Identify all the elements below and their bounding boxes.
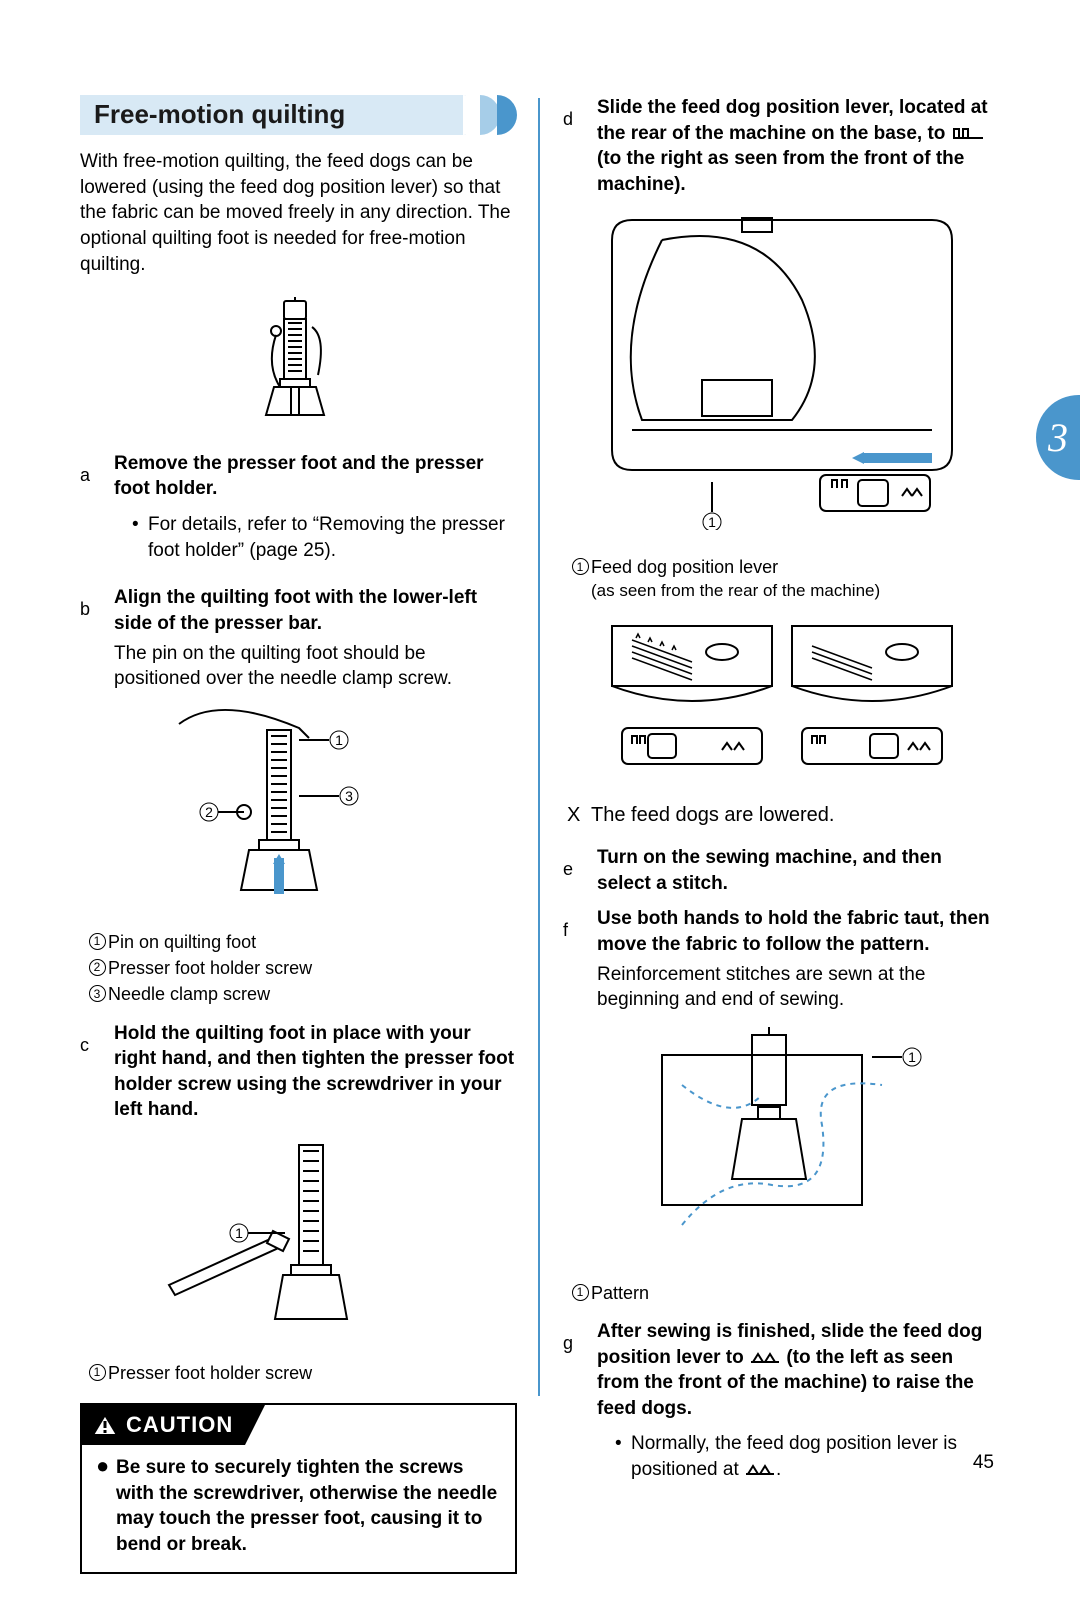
- step-detail: The pin on the quilting foot should be p…: [114, 641, 517, 692]
- svg-text:1: 1: [908, 1049, 916, 1065]
- step-bullet: • For details, refer to “Removing the pr…: [132, 512, 517, 563]
- page-number: 45: [973, 1450, 994, 1476]
- step-f: f Use both hands to hold the fabric taut…: [563, 906, 1000, 1013]
- step-d: d Slide the feed dog position lever, loc…: [563, 95, 1000, 198]
- figure-callouts-b: 1Pin on quilting foot 2Presser foot hold…: [86, 930, 517, 1007]
- figure-quilting-foot: [80, 295, 517, 433]
- svg-text:2: 2: [205, 804, 213, 820]
- figure-step-b: 1 2 3: [80, 704, 517, 912]
- step-title: Turn on the sewing machine, and then sel…: [597, 845, 1000, 896]
- figure-step-f: 1: [563, 1025, 1000, 1263]
- step-letter: c: [80, 1021, 114, 1124]
- feed-dog-up-icon: [744, 1460, 776, 1478]
- step-g: g After sewing is finished, slide the fe…: [563, 1319, 1000, 1495]
- figure-step-d-machine: 1: [563, 210, 1000, 538]
- figure-feed-dog-positions: [563, 616, 1000, 784]
- step-letter: d: [563, 95, 597, 198]
- step-title: Align the quilting foot with the lower-l…: [114, 585, 517, 636]
- svg-text:1: 1: [708, 514, 716, 530]
- svg-text:3: 3: [345, 788, 353, 804]
- step-detail: Reinforcement stitches are sewn at the b…: [597, 962, 1000, 1013]
- svg-text:1: 1: [235, 1225, 243, 1241]
- step-title: Use both hands to hold the fabric taut, …: [597, 906, 1000, 957]
- section-title: Free-motion quilting: [80, 95, 466, 135]
- feed-dog-down-icon: [951, 124, 985, 142]
- step-letter: e: [563, 845, 597, 896]
- step-bullet: • Normally, the feed dog position lever …: [615, 1431, 1000, 1482]
- step-a: a Remove the presser foot and the presse…: [80, 451, 517, 576]
- step-letter: f: [563, 906, 597, 1013]
- step-letter: a: [80, 451, 114, 576]
- left-column: Free-motion quilting With free-motion qu…: [80, 95, 521, 1574]
- section-intro: With free-motion quilting, the feed dogs…: [80, 149, 517, 277]
- section-title-bar: Free-motion quilting: [80, 95, 517, 135]
- caution-text: Be sure to securely tighten the screws w…: [116, 1455, 501, 1558]
- caution-box: CAUTION ● Be sure to securely tighten th…: [80, 1403, 517, 1574]
- step-letter: g: [563, 1319, 597, 1495]
- warning-icon: [92, 1413, 118, 1437]
- step-c: c Hold the quilting foot in place with y…: [80, 1021, 517, 1124]
- step-e: e Turn on the sewing machine, and then s…: [563, 845, 1000, 896]
- figure-callouts-c: 1Presser foot holder screw: [86, 1361, 517, 1385]
- step-title: After sewing is finished, slide the feed…: [597, 1319, 1000, 1422]
- title-caps: [466, 95, 517, 135]
- step-letter: b: [80, 585, 114, 692]
- step-title: Remove the presser foot and the presser …: [114, 451, 517, 502]
- step-d-result: X The feed dogs are lowered.: [567, 802, 1000, 829]
- svg-text:1: 1: [335, 732, 343, 748]
- feed-dog-up-icon: [749, 1348, 781, 1366]
- figure-callouts-f: 1Pattern: [569, 1281, 1000, 1305]
- figure-callouts-d: 1Feed dog position lever (as seen from t…: [569, 555, 1000, 602]
- figure-step-c: 1: [80, 1135, 517, 1343]
- column-divider: [538, 98, 540, 1396]
- step-title: Slide the feed dog position lever, locat…: [597, 95, 1000, 198]
- step-b: b Align the quilting foot with the lower…: [80, 585, 517, 692]
- right-column: d Slide the feed dog position lever, loc…: [559, 95, 1000, 1574]
- step-title: Hold the quilting foot in place with you…: [114, 1021, 517, 1124]
- caution-title: CAUTION: [126, 1410, 233, 1440]
